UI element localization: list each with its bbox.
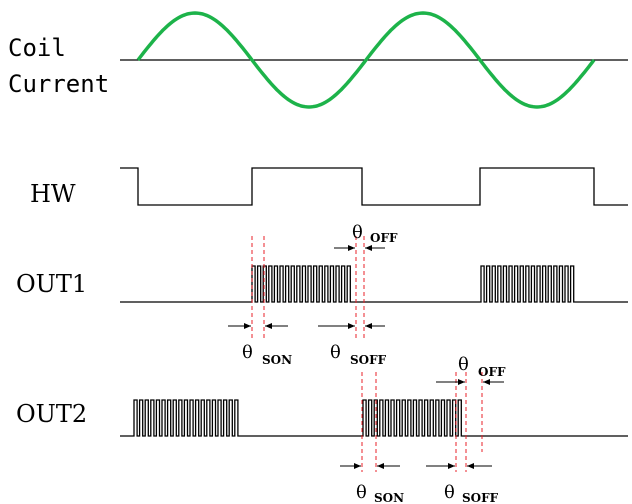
- out1-son-theta: θ: [242, 342, 253, 363]
- coil-label-line1: Coil: [8, 34, 66, 62]
- out1-off-theta: θ: [352, 222, 363, 243]
- out1-off-subscript: OFF: [370, 231, 398, 245]
- out2-son-theta: θ: [356, 482, 367, 503]
- coil-label-line2: Current: [8, 70, 109, 98]
- out1-soff-theta: θ: [330, 342, 341, 363]
- out2-off-subscript: OFF: [478, 365, 506, 379]
- coil-current-sine: [136, 11, 596, 109]
- out1-label: OUT1: [16, 270, 87, 298]
- hw-waveform: [120, 167, 628, 206]
- hw-label: HW: [30, 180, 76, 208]
- out1-son-subscript: SON: [262, 353, 292, 367]
- out1-soff-subscript: SOFF: [350, 353, 387, 367]
- out2-off-theta: θ: [458, 354, 469, 375]
- out2-label: OUT2: [16, 400, 87, 428]
- out2-soff-theta: θ: [444, 482, 455, 503]
- out2-son-subscript: SON: [374, 491, 404, 504]
- out2-waveform: [120, 399, 628, 437]
- out1-waveform: [120, 265, 628, 303]
- out2-soff-subscript: SOFF: [462, 491, 499, 504]
